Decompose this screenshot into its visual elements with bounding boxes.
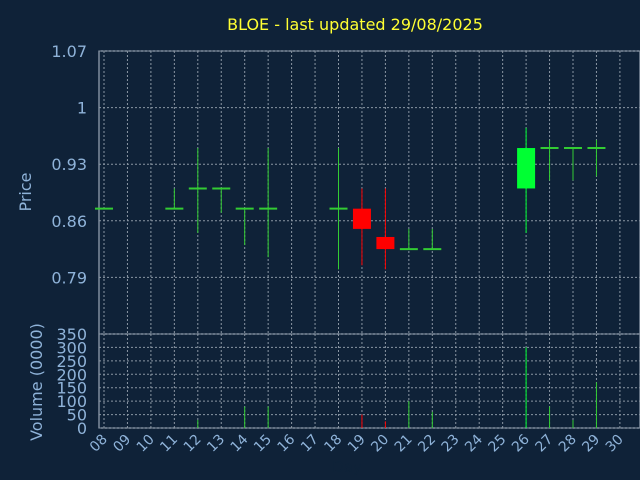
candle-body: [517, 148, 536, 189]
price-y-tick-label: 1: [77, 99, 87, 118]
candles: [95, 127, 606, 270]
volume-plot-frame: [98, 333, 640, 429]
volume-y-tick-label: 200: [56, 365, 87, 384]
price-y-ticks: 0.79 0.86 0.93 1 1.07: [51, 42, 87, 287]
volume-y-tick-label: 100: [56, 392, 87, 411]
x-axis: 08 09 10 11 12 13 14 15 16 17 18 19 20 21 22 23 24 25 26 27…: [87, 431, 627, 455]
price-y-tick-label: 0.93: [51, 155, 87, 174]
volume-y-tick-label: 50: [67, 406, 87, 425]
volume-y-tick-label: 300: [56, 338, 87, 357]
volume-y-tick-label: 150: [56, 379, 87, 398]
volume-bars: [197, 347, 597, 428]
price-y-tick-label: 0.79: [51, 268, 87, 287]
volume-y-tick-label: 0: [77, 419, 87, 438]
chart-title: BLOE - last updated 29/08/2025: [227, 15, 483, 34]
price-panel: 0.79 0.86 0.93 1 1.07 Price: [16, 42, 640, 335]
price-y-tick-label: 1.07: [51, 42, 87, 61]
candle-body: [376, 236, 395, 250]
volume-axis-label: Volume (0000): [27, 323, 46, 441]
candle-body: [352, 208, 371, 229]
price-y-tick-label: 0.86: [51, 212, 87, 231]
volume-y-tick-label: 350: [56, 325, 87, 344]
price-axis-label: Price: [16, 172, 35, 211]
x-axis-label: Day: [332, 458, 362, 476]
volume-y-tick-label: 250: [56, 352, 87, 371]
